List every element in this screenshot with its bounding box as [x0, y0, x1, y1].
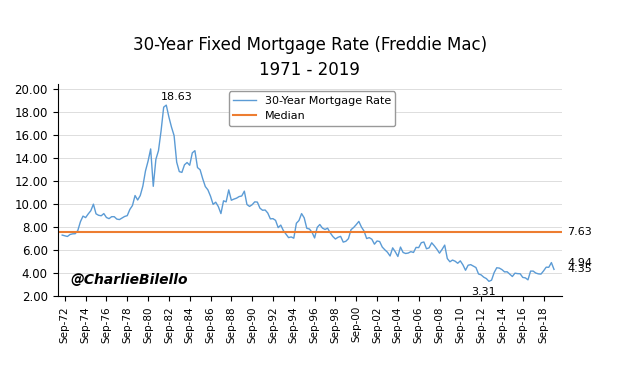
- 30-Year Mortgage Rate: [550, 267, 558, 272]
- Text: 18.63: 18.63: [161, 92, 193, 102]
- Line: 30-Year Mortgage Rate: 30-Year Mortgage Rate: [62, 105, 554, 281]
- 30-Year Mortgage Rate: [162, 103, 170, 108]
- 30-Year Mortgage Rate: [58, 233, 66, 238]
- 30-Year Mortgage Rate: [308, 230, 316, 234]
- 30-Year Mortgage Rate: [285, 235, 293, 240]
- Text: 4.35: 4.35: [567, 264, 592, 274]
- 30-Year Mortgage Rate: [210, 202, 217, 207]
- Legend: 30-Year Mortgage Rate, Median: 30-Year Mortgage Rate, Median: [229, 91, 396, 126]
- 30-Year Mortgage Rate: [201, 184, 209, 189]
- Text: 7.63: 7.63: [567, 226, 592, 237]
- Text: 4.94: 4.94: [567, 258, 592, 268]
- 30-Year Mortgage Rate: [485, 279, 493, 283]
- 30-Year Mortgage Rate: [176, 169, 183, 174]
- Text: 3.31: 3.31: [472, 287, 496, 297]
- Title: 30-Year Fixed Mortgage Rate (Freddie Mac)
1971 - 2019: 30-Year Fixed Mortgage Rate (Freddie Mac…: [133, 36, 487, 79]
- 30-Year Mortgage Rate: [111, 214, 118, 219]
- Text: @CharlieBilello: @CharlieBilello: [70, 273, 187, 287]
